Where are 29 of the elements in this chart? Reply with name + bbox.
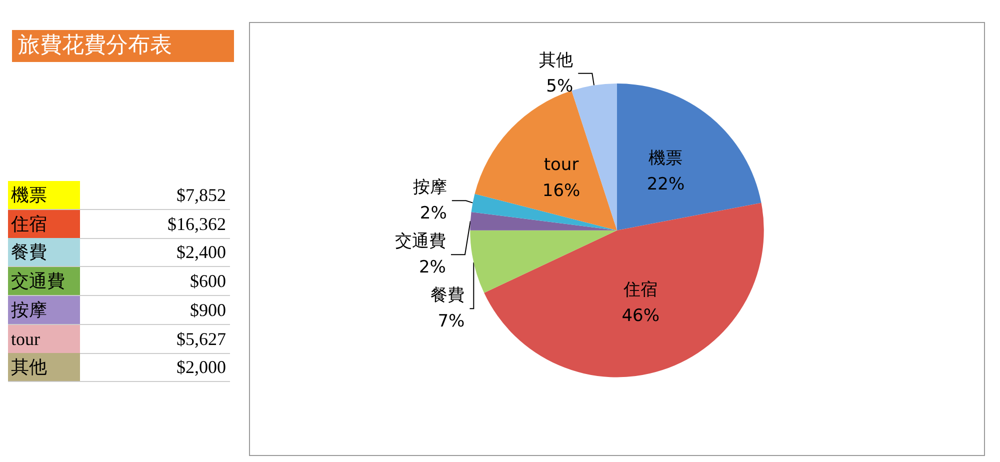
category-label: 住宿 — [8, 210, 80, 238]
category-label: 交通費 — [8, 267, 80, 296]
slice-label: 餐費 — [430, 286, 465, 306]
category-label: tour — [8, 324, 80, 352]
data-label: 2% — [418, 258, 446, 278]
category-label: 機票 — [8, 181, 80, 209]
text: $900 — [190, 298, 226, 322]
data-label: 16% — [542, 181, 580, 202]
category-label: 其他 — [8, 353, 80, 382]
data-label: 22% — [646, 174, 685, 194]
text: 旅費花費分布表 — [12, 30, 234, 62]
data-label: 5% — [546, 76, 574, 96]
text: $2,000 — [176, 356, 226, 380]
text: $2,400 — [176, 241, 226, 264]
data-label: 2% — [420, 204, 447, 224]
category-label: 餐費 — [8, 238, 80, 266]
text: $600 — [190, 270, 226, 294]
slice-label: 交通費 — [394, 232, 446, 252]
slice-label: 其他 — [539, 50, 574, 70]
text: $7,852 — [176, 184, 226, 207]
slice-label: 按摩 — [412, 178, 447, 198]
slice-label: tour — [544, 155, 579, 176]
category-label: 按摩 — [8, 296, 80, 324]
text: $5,627 — [176, 328, 226, 350]
data-label: 46% — [622, 306, 660, 326]
text: $16,362 — [168, 212, 226, 236]
slice-label: 機票 — [648, 148, 683, 168]
slice-label: 住宿 — [622, 280, 658, 300]
data-label: 7% — [438, 312, 465, 332]
